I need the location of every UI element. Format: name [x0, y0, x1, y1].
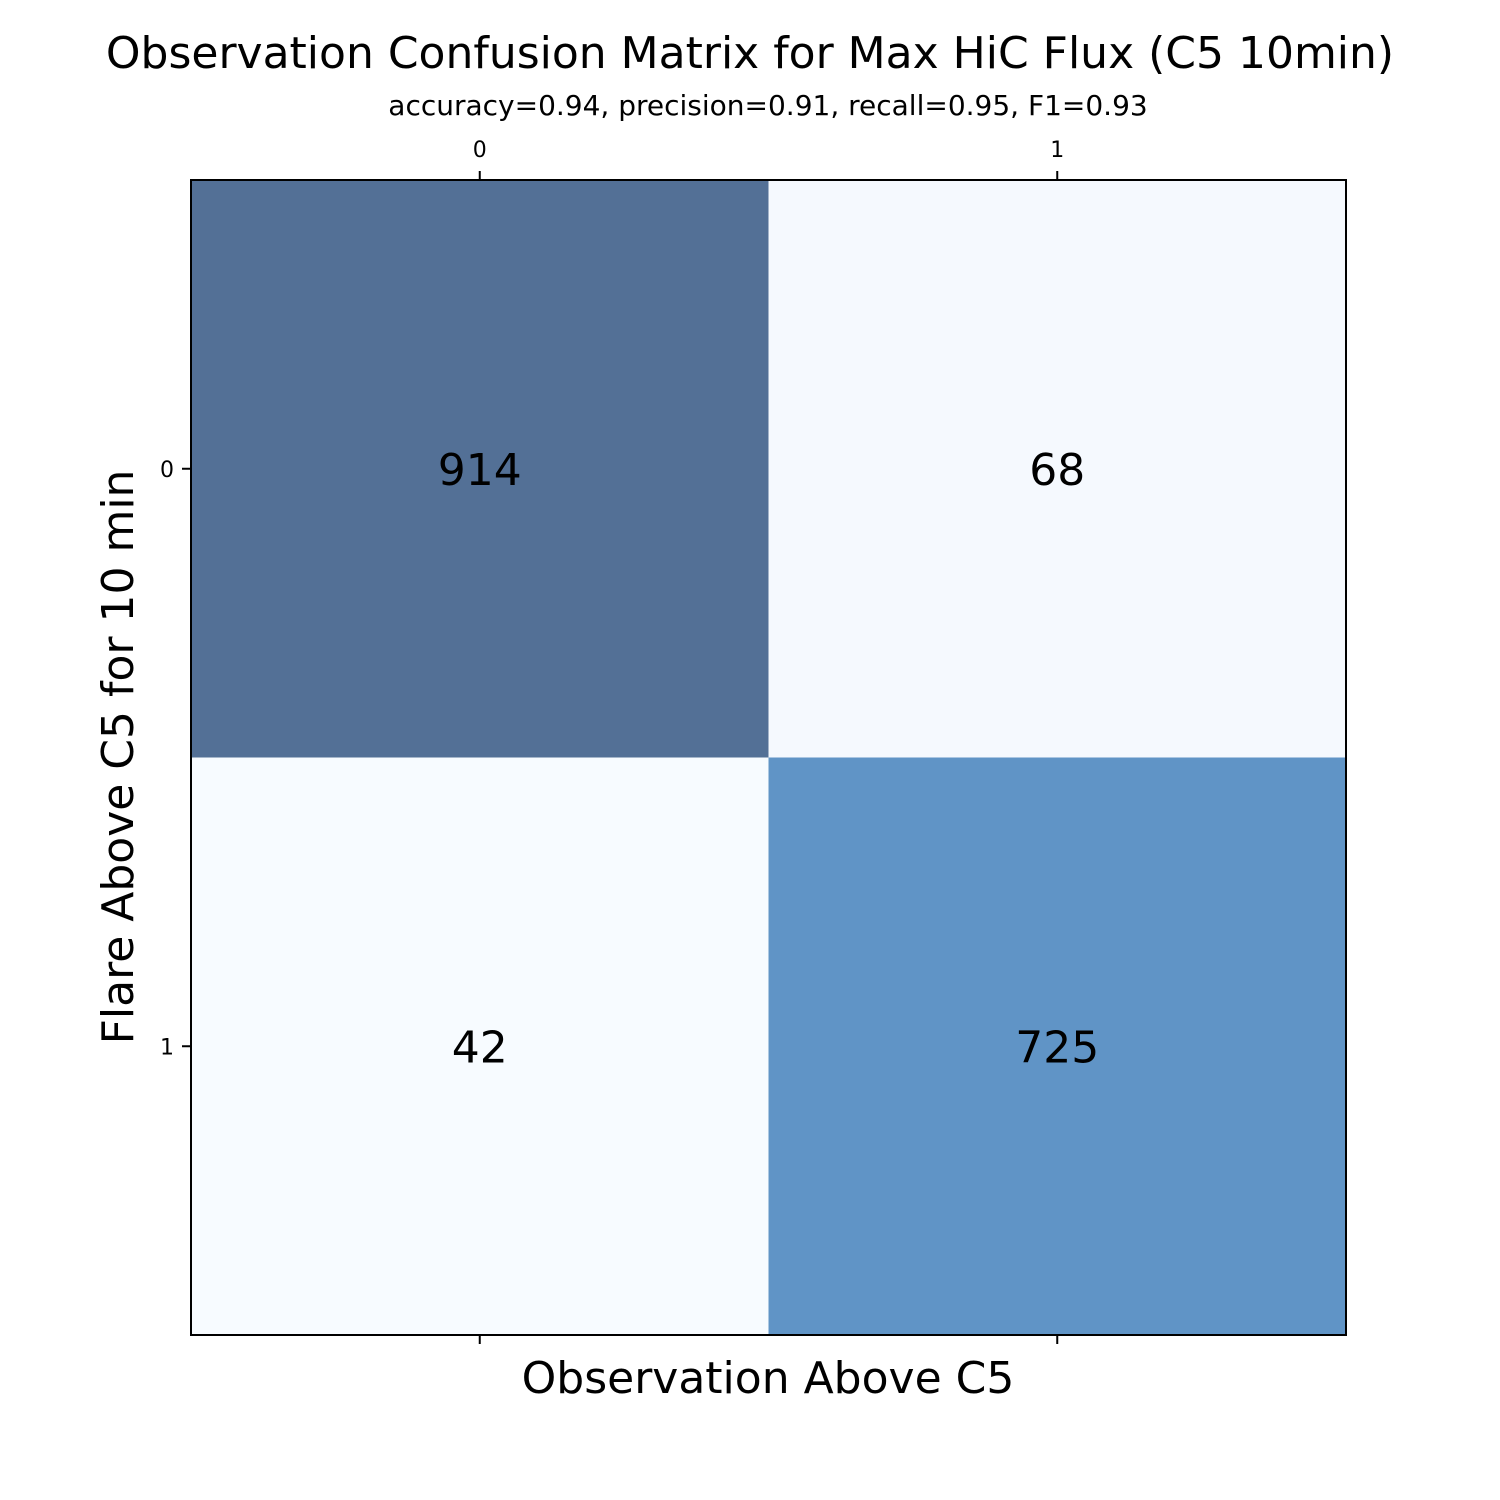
matrix-cell-r1-c1: [768, 757, 1346, 1335]
cell-value-r0-c1: 68: [1029, 445, 1085, 496]
x-axis-label: Observation Above C5: [522, 1353, 1015, 1404]
matrix-cell-r1-c0: [191, 757, 769, 1335]
cell-value-r1-c0: 42: [452, 1022, 508, 1073]
cell-value-r1-c1: 725: [1015, 1022, 1099, 1073]
chart-subtitle: accuracy=0.94, precision=0.91, recall=0.…: [388, 89, 1147, 122]
matrix-cell-labels: 914 68 42 725: [438, 445, 1099, 1074]
cell-value-r0-c0: 914: [438, 445, 522, 496]
matrix-cell-r0-c0: [191, 180, 769, 758]
chart-title: Observation Confusion Matrix for Max HiC…: [106, 28, 1394, 79]
y-axis-label: Flare Above C5 for 10 min: [93, 470, 144, 1045]
plot-frame: [190, 179, 1347, 1336]
y-tick-label-1: 1: [160, 1035, 174, 1060]
axis-ticks: 0 1 0 1: [160, 138, 1064, 1344]
x-tick-label-1: 1: [1050, 138, 1064, 163]
x-tick-label-0: 0: [473, 138, 487, 163]
matrix-cells: [191, 180, 1346, 1335]
matrix-cell-r0-c1: [768, 180, 1346, 758]
y-tick-label-0: 0: [160, 458, 174, 483]
